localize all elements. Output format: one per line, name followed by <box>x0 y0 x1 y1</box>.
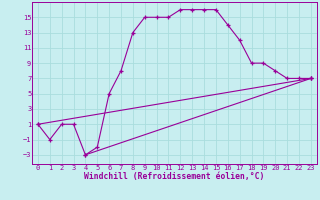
X-axis label: Windchill (Refroidissement éolien,°C): Windchill (Refroidissement éolien,°C) <box>84 172 265 181</box>
